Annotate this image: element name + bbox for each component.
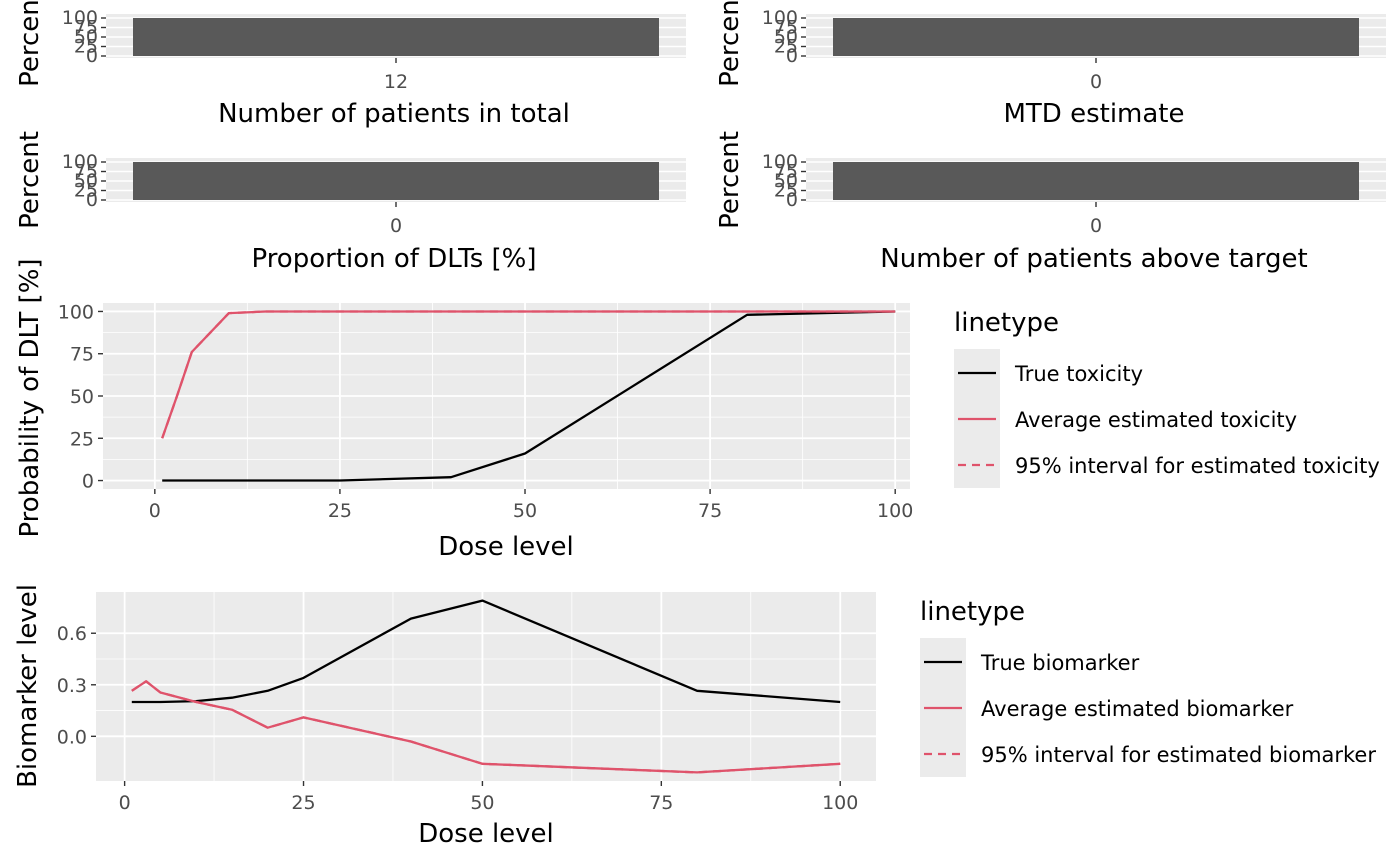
toxicity-line-chart: Probability of DLT [%] Dose level linety… bbox=[15, 258, 1380, 562]
bar bbox=[133, 18, 659, 56]
y-axis-title: Percent bbox=[15, 0, 45, 87]
y-tick-label: 50 bbox=[74, 26, 98, 48]
biomarker-line-chart: Biomarker level Dose level linetype True… bbox=[13, 584, 1376, 849]
x-tick-label: 75 bbox=[649, 792, 673, 814]
y-tick-label: 50 bbox=[774, 26, 798, 48]
bar bbox=[133, 162, 659, 200]
series-line-1 bbox=[131, 599, 841, 704]
y-tick-label: 25 bbox=[774, 180, 798, 202]
y-axis-title: Biomarker level bbox=[13, 584, 43, 788]
x-axis-title: Number of patients above target bbox=[880, 244, 1307, 274]
x-tick-label: 0 bbox=[149, 500, 161, 522]
y-tick-label: 100 bbox=[58, 301, 94, 323]
legend-title: linetype bbox=[954, 308, 1059, 338]
y-tick-label: 100 bbox=[762, 7, 798, 29]
y-tick-label: 100 bbox=[62, 151, 98, 173]
legend-entry: True biomarker bbox=[980, 651, 1140, 675]
y-axis-title: Percent bbox=[15, 131, 45, 229]
x-tick-label: 100 bbox=[877, 500, 913, 522]
x-tick-label: 0 bbox=[1090, 71, 1102, 93]
x-tick-label: 25 bbox=[291, 792, 315, 814]
x-tick-label: 50 bbox=[513, 500, 537, 522]
x-tick-label: 100 bbox=[822, 792, 858, 814]
x-axis-title: Number of patients in total bbox=[218, 99, 570, 129]
y-tick-label: 75 bbox=[774, 161, 798, 183]
y-tick-label: 0 bbox=[82, 471, 94, 493]
y-axis-title: Percent bbox=[715, 131, 745, 229]
y-tick-label: 25 bbox=[774, 36, 798, 58]
y-tick-label: 100 bbox=[62, 7, 98, 29]
legend-entry: True toxicity bbox=[1014, 362, 1143, 386]
y-tick-label: 0 bbox=[86, 189, 98, 211]
bar bbox=[833, 162, 1359, 200]
y-tick-label: 50 bbox=[70, 386, 94, 408]
y-tick-label: 25 bbox=[74, 180, 98, 202]
y-tick-label: 75 bbox=[74, 161, 98, 183]
bar-chart-proportion-dlts: Percent Proportion of DLTs [%] 025507510… bbox=[15, 131, 686, 274]
x-axis-title: Dose level bbox=[438, 532, 574, 562]
bar bbox=[833, 18, 1359, 56]
y-tick-label: 0.0 bbox=[57, 726, 87, 748]
x-tick-label: 0 bbox=[1090, 215, 1102, 237]
x-tick-label: 50 bbox=[470, 792, 494, 814]
legend-entry: Average estimated biomarker bbox=[981, 697, 1294, 721]
y-tick-label: 0.3 bbox=[57, 675, 87, 697]
x-axis-title: Dose level bbox=[418, 819, 554, 849]
y-tick-label: 0 bbox=[786, 45, 798, 67]
legend-entry: 95% interval for estimated toxicity bbox=[1015, 454, 1380, 478]
y-tick-label: 75 bbox=[74, 17, 98, 39]
biomarker-legend: linetype True biomarker Average estimate… bbox=[920, 597, 1376, 777]
x-tick-label: 0 bbox=[119, 792, 131, 814]
y-tick-label: 25 bbox=[70, 428, 94, 450]
toxicity-legend: linetype True toxicity Average estimated… bbox=[954, 308, 1380, 488]
x-tick-label: 12 bbox=[384, 71, 408, 93]
y-axis-title: Probability of DLT [%] bbox=[15, 258, 45, 537]
bar-chart-patients-total: Percent Number of patients in total 0255… bbox=[15, 0, 686, 129]
y-tick-label: 100 bbox=[762, 151, 798, 173]
y-tick-label: 0 bbox=[86, 45, 98, 67]
y-tick-label: 50 bbox=[774, 170, 798, 192]
bar-chart-patients-above-target: Percent Number of patients above target … bbox=[715, 131, 1386, 274]
x-axis-title: MTD estimate bbox=[1003, 99, 1184, 129]
y-tick-label: 0.6 bbox=[57, 623, 87, 645]
y-tick-label: 25 bbox=[74, 36, 98, 58]
legend-title: linetype bbox=[920, 597, 1025, 627]
x-tick-label: 25 bbox=[328, 500, 352, 522]
x-tick-label: 75 bbox=[698, 500, 722, 522]
legend-entry: 95% interval for estimated biomarker bbox=[981, 743, 1376, 767]
y-axis-title: Percent bbox=[715, 0, 745, 87]
series-line-3 bbox=[161, 310, 896, 439]
y-tick-label: 0 bbox=[786, 189, 798, 211]
y-tick-label: 75 bbox=[774, 17, 798, 39]
legend-entry: Average estimated toxicity bbox=[1015, 408, 1297, 432]
series-line-1 bbox=[162, 310, 896, 482]
x-axis-title: Proportion of DLTs [%] bbox=[251, 244, 536, 274]
series-line-3 bbox=[131, 680, 841, 774]
y-tick-label: 75 bbox=[70, 344, 94, 366]
plot-panel bbox=[96, 592, 876, 781]
y-tick-label: 50 bbox=[74, 170, 98, 192]
x-tick-label: 0 bbox=[390, 215, 402, 237]
